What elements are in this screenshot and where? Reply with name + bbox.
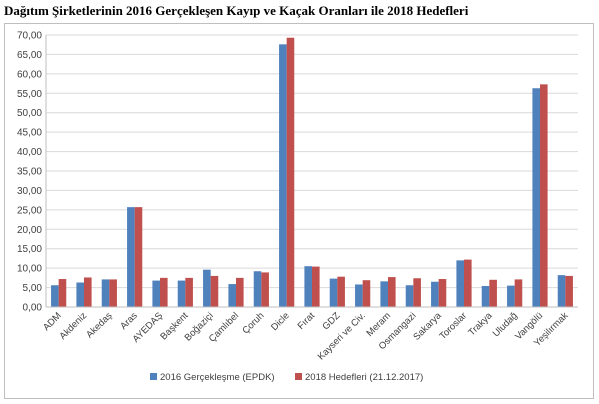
x-tick-label: Aras — [118, 310, 140, 332]
y-tick-label: 70,00 — [17, 31, 42, 42]
chart-frame — [4, 23, 594, 399]
bar-2016 — [431, 281, 439, 307]
x-tick-label: ADM — [41, 310, 64, 333]
bar-2016 — [380, 281, 388, 307]
bar-2018 — [210, 275, 219, 307]
legend-label: 2016 Gerçekleşme (EPDK) — [160, 372, 275, 383]
y-tick-label: 25,00 — [17, 205, 42, 216]
bar-2018 — [185, 277, 193, 307]
y-tick-label: 20,00 — [17, 225, 42, 236]
bar-2016 — [228, 284, 236, 307]
bar-2016 — [253, 271, 262, 307]
bar-2018 — [261, 272, 269, 307]
y-axis-ticks: 0,00 5,00 10,00 15,00 20,00 25,00 30,00 35,00 40… — [17, 31, 42, 314]
y-tick-label: 5,00 — [23, 283, 43, 294]
bar-2018 — [362, 280, 371, 307]
bar-2018 — [388, 277, 396, 307]
y-tick-label: 35,00 — [17, 167, 42, 178]
bar-2016 — [177, 280, 186, 307]
bars — [51, 37, 573, 307]
bar-2016 — [101, 279, 110, 307]
bar-2018 — [84, 277, 92, 307]
gridlines — [46, 34, 578, 289]
bar-2018 — [312, 266, 320, 307]
legend-swatch — [150, 373, 157, 380]
y-tick-label: 60,00 — [17, 69, 42, 80]
bar-2018 — [565, 275, 573, 307]
y-tick-label: 55,00 — [17, 89, 42, 100]
legend-label: 2018 Hedefleri (21.12.2017) — [305, 372, 423, 383]
y-tick-label: 65,00 — [17, 50, 42, 61]
bar-2016 — [456, 260, 464, 307]
bar-2016 — [152, 280, 160, 307]
legend: 2016 Gerçekleşme (EPDK) 2018 Hedefleri (2… — [150, 372, 423, 383]
x-tick-label: Toroslar — [437, 310, 469, 342]
bar-2016 — [355, 284, 363, 307]
x-tick-label: Akedaş — [84, 310, 114, 340]
bar-2018 — [337, 276, 345, 307]
bar-2018 — [413, 278, 421, 307]
chart-title: Dağıtım Şirketlerinin 2016 Gerçekleşen K… — [4, 3, 469, 18]
y-tick-label: 40,00 — [17, 147, 42, 158]
x-tick-label: Akdeniz — [57, 310, 89, 342]
bar-2018 — [134, 207, 143, 307]
x-tick-label: Çoruh — [240, 310, 266, 336]
bar-2018 — [236, 277, 244, 307]
y-tick-label: 15,00 — [17, 244, 42, 255]
x-tick-label: Trakya — [466, 310, 495, 339]
bar-2016 — [481, 286, 490, 307]
bar-2016 — [507, 285, 515, 307]
bar-2018 — [514, 279, 523, 307]
bar-2018 — [109, 279, 117, 307]
x-tick-label: GDZ — [320, 310, 342, 332]
y-tick-label: 50,00 — [17, 108, 42, 119]
bar-2018 — [540, 84, 548, 307]
x-tick-label: Fırat — [296, 310, 318, 332]
x-tick-label: Dicle — [269, 310, 292, 333]
y-tick-label: 45,00 — [17, 128, 42, 139]
bar-2016 — [127, 207, 135, 307]
bar-2016 — [405, 285, 414, 307]
y-tick-label: 0,00 — [23, 303, 43, 314]
bar-2018 — [489, 279, 497, 307]
y-tick-label: 10,00 — [17, 264, 42, 275]
bar-2016 — [279, 44, 287, 307]
bar-2016 — [329, 278, 338, 307]
legend-swatch — [295, 373, 302, 380]
bar-2016 — [532, 88, 540, 307]
y-tick-label: 30,00 — [17, 186, 42, 197]
bar-2016 — [304, 266, 312, 307]
bar-2018 — [160, 277, 168, 307]
bar-2018 — [286, 37, 295, 307]
bar-2016 — [557, 275, 566, 307]
bar-2016 — [76, 282, 84, 307]
axes — [45, 35, 578, 308]
bar-2018 — [464, 259, 472, 307]
bar-2018 — [58, 279, 67, 307]
bar-2016 — [203, 269, 211, 307]
bar-2018 — [438, 279, 447, 307]
bar-2016 — [51, 285, 59, 307]
x-tick-label: Sakarya — [411, 310, 444, 343]
